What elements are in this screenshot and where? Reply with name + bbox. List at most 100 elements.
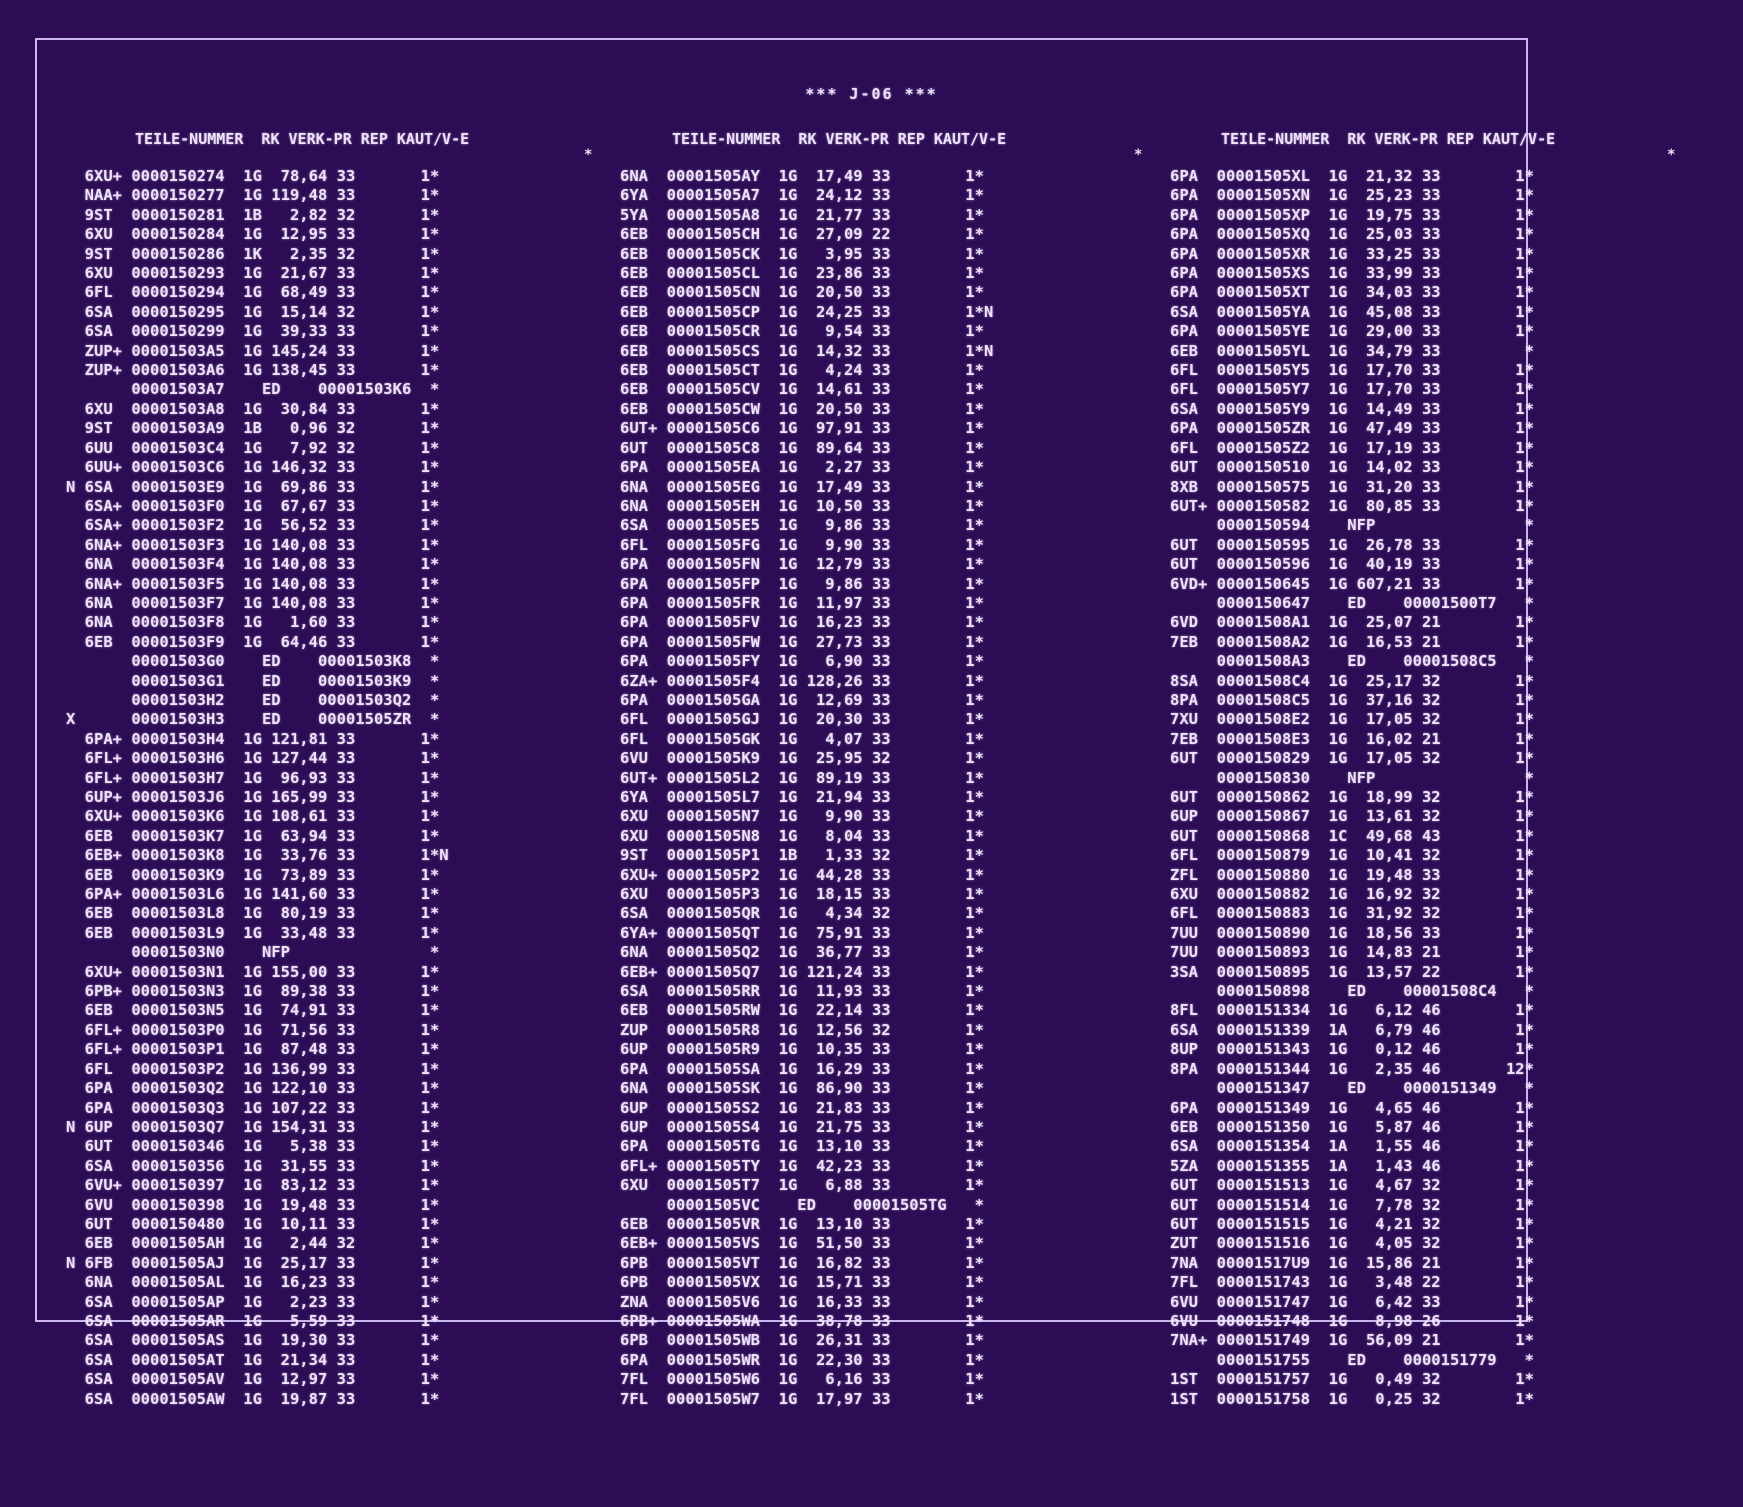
parts-row: 6XU+ 00001503N1 1G 155,00 33 1* <box>66 962 440 981</box>
parts-row: 6XU 0000150882 1G 16,92 32 1* <box>1170 885 1534 904</box>
parts-row: 5YA 00001505A8 1G 21,77 33 1* <box>620 205 984 224</box>
parts-row: 6EB 00001505VR 1G 13,10 33 1* <box>620 1214 984 1233</box>
parts-row: 8PA 00001508C5 1G 37,16 32 1* <box>1170 690 1534 709</box>
parts-row: 6UP 00001505R9 1G 10,35 33 1* <box>620 1040 984 1059</box>
parts-row: 6PB+ 00001503N3 1G 89,38 33 1* <box>66 982 440 1001</box>
parts-row: 6PA 00001503Q3 1G 107,22 33 1* <box>66 1098 440 1117</box>
parts-row: 00001503H2 ED 00001503Q2 * <box>66 690 440 709</box>
parts-row: 6NA 00001505EH 1G 10,50 33 1* <box>620 496 984 515</box>
parts-row: 6PA 00001505FY 1G 6,90 33 1* <box>620 652 984 671</box>
parts-row: 6EB 00001505CL 1G 23,86 33 1* <box>620 264 984 283</box>
parts-row: 6SA 00001505RR 1G 11,93 33 1* <box>620 982 984 1001</box>
parts-row: ZUP+ 00001503A6 1G 138,45 33 1* <box>66 361 440 380</box>
parts-row: 6FL 0000150883 1G 31,92 32 1* <box>1170 904 1534 923</box>
parts-row: 6SA 0000150295 1G 15,14 32 1* <box>66 302 440 321</box>
parts-row: ZUP+ 00001503A5 1G 145,24 33 1* <box>66 341 440 360</box>
parts-row: X 00001503H3 ED 00001505ZR * <box>66 710 440 729</box>
column-header-3: TEILE-NUMMER RK VERK-PR REP KAUT/V-E <box>1221 130 1556 148</box>
parts-row: 6NA 00001503F8 1G 1,60 33 1* <box>66 613 440 632</box>
parts-row: 6UT 0000150868 1C 49,68 43 1* <box>1170 826 1534 845</box>
parts-row: 6PB 00001505VX 1G 15,71 33 1* <box>620 1273 984 1292</box>
parts-row: 6YA 00001505L7 1G 21,94 33 1* <box>620 788 984 806</box>
parts-row: 6FL+ 00001503P1 1G 87,48 33 1* <box>66 1040 440 1059</box>
parts-row: 6UT 0000151515 1G 4,21 32 1* <box>1170 1214 1534 1233</box>
parts-row: 6FL+ 00001503H7 1G 96,93 33 1* <box>66 768 440 787</box>
parts-row: 6PA 00001505XT 1G 34,03 33 1* <box>1170 283 1534 302</box>
parts-row: 6FL+ 00001505TY 1G 42,23 33 1* <box>620 1156 984 1175</box>
parts-row: 9ST 0000150281 1B 2,82 32 1* <box>66 205 440 224</box>
parts-row: 6SA 00001505AR 1G 5,59 33 1* <box>66 1311 440 1330</box>
parts-row: 6PA 00001505XN 1G 25,23 33 1* <box>1170 186 1534 205</box>
parts-row: 6UT 00001505C8 1G 89,64 33 1* <box>620 438 984 457</box>
parts-row: 5ZA 0000151355 1A 1,43 46 1* <box>1170 1156 1534 1175</box>
parts-row: 6XU+ 00001503K6 1G 108,61 33 1* <box>66 807 440 826</box>
parts-row: 6SA 00001505AP 1G 2,23 33 1* <box>66 1292 440 1311</box>
parts-row: 6SA 00001505AS 1G 19,30 33 1* <box>66 1331 440 1350</box>
parts-row: 6XU 0000150293 1G 21,67 33 1* <box>66 264 440 283</box>
parts-row: 6PA 00001505GA 1G 12,69 33 1* <box>620 690 984 709</box>
parts-row: 6UP 00001505S2 1G 21,83 33 1* <box>620 1098 984 1117</box>
parts-row: 6UT+ 00001505L2 1G 89,19 33 1* <box>620 768 984 787</box>
parts-row: 6EB 00001503F9 1G 64,46 33 1* <box>66 632 440 651</box>
parts-row: 6EB+ 00001505Q7 1G 121,24 33 1* <box>620 962 984 981</box>
parts-row: 6VU 0000151748 1G 8,98 26 1* <box>1170 1311 1534 1330</box>
parts-row: 6PA 0000151349 1G 4,65 46 1* <box>1170 1098 1534 1117</box>
parts-row: 6EB 00001505CW 1G 20,50 33 1* <box>620 399 984 418</box>
parts-row: 6VD 00001508A1 1G 25,07 21 1* <box>1170 613 1534 632</box>
parts-row: 6UP 00001505S4 1G 21,75 33 1* <box>620 1117 984 1136</box>
parts-row: 6NA 00001503F7 1G 140,08 33 1* <box>66 593 440 612</box>
column-header-2: TEILE-NUMMER RK VERK-PR REP KAUT/V-E <box>672 130 1007 148</box>
parts-row: 7EB 00001508A2 1G 16,53 21 1* <box>1170 632 1534 651</box>
parts-row: 6FL+ 00001503H6 1G 127,44 33 1* <box>66 749 440 768</box>
parts-row: 6PA 00001505XQ 1G 25,03 33 1* <box>1170 225 1534 244</box>
parts-row: 6NA 00001505SK 1G 86,90 33 1* <box>620 1079 984 1098</box>
parts-row: 0000151755 ED 0000151779 * <box>1170 1350 1534 1369</box>
column-header-1: TEILE-NUMMER RK VERK-PR REP KAUT/V-E <box>135 130 470 148</box>
parts-row: 6EB 00001505AH 1G 2,44 32 1* <box>66 1234 440 1253</box>
parts-row: 8FL 0000151334 1G 6,12 46 1* <box>1170 1001 1534 1020</box>
parts-row: 00001503G1 ED 00001503K9 * <box>66 671 440 690</box>
parts-row: 6EB 00001505CK 1G 3,95 33 1* <box>620 244 984 263</box>
parts-row: 6NA+ 00001503F5 1G 140,08 33 1* <box>66 574 440 593</box>
parts-row: 6UT+ 00001505C6 1G 97,91 33 1* <box>620 419 984 438</box>
parts-row: 6PA 00001505XS 1G 33,99 33 1* <box>1170 264 1534 283</box>
parts-row: 00001503A7 ED 00001503K6 * <box>66 380 440 399</box>
parts-row: 6FL 00001505Y7 1G 17,70 33 1* <box>1170 380 1534 399</box>
parts-row: 6PB 00001505WB 1G 26,31 33 1* <box>620 1331 984 1350</box>
parts-row: 6PA 00001505FN 1G 12,79 33 1* <box>620 555 984 574</box>
parts-row: ZNA 00001505V6 1G 16,33 33 1* <box>620 1292 984 1311</box>
parts-row: NAA+ 0000150277 1G 119,48 33 1* <box>66 186 440 205</box>
parts-row: 6UT+ 0000150582 1G 80,85 33 1* <box>1170 496 1534 515</box>
parts-row: 0000151347 ED 0000151349 * <box>1170 1079 1534 1098</box>
parts-row: 7FL 00001505W7 1G 17,97 33 1* <box>620 1389 984 1408</box>
parts-row: 6EB 00001505CS 1G 14,32 33 1*N <box>620 341 994 360</box>
parts-row: 6PA 00001505XL 1G 21,32 33 1* <box>1170 167 1534 185</box>
parts-row: 6SA 00001505AT 1G 21,34 33 1* <box>66 1350 440 1369</box>
parts-row: 7EB 00001508E3 1G 16,02 21 1* <box>1170 729 1534 748</box>
parts-row: 9ST 00001505P1 1B 1,33 32 1* <box>620 846 984 865</box>
parts-row: 6FL 00001505Z2 1G 17,19 33 1* <box>1170 438 1534 457</box>
parts-row: 6FL 00001505Y5 1G 17,70 33 1* <box>1170 361 1534 380</box>
parts-row: 7UU 0000150893 1G 14,83 21 1* <box>1170 943 1534 962</box>
parts-row: 6PA 00001505XP 1G 19,75 33 1* <box>1170 205 1534 224</box>
parts-row: 00001508A3 ED 00001508C5 * <box>1170 652 1534 671</box>
parts-row: 6FL 00001505FG 1G 9,90 33 1* <box>620 535 984 554</box>
parts-row: 6XU+ 00001505P2 1G 44,28 33 1* <box>620 865 984 884</box>
header-marker-3: * <box>1667 147 1676 163</box>
parts-row: 7FL 0000151743 1G 3,48 22 1* <box>1170 1273 1534 1292</box>
parts-row: 6EB 00001503K9 1G 73,89 33 1* <box>66 865 440 884</box>
parts-row: 6PA 00001505FV 1G 16,23 33 1* <box>620 613 984 632</box>
parts-row: 6VD+ 0000150645 1G 607,21 33 1* <box>1170 574 1534 593</box>
parts-row: 6PB 00001505VT 1G 16,82 33 1* <box>620 1253 984 1272</box>
parts-row: 6EB+ 00001505VS 1G 51,50 33 1* <box>620 1234 984 1253</box>
parts-row: 6SA 00001505YA 1G 45,08 33 1* <box>1170 302 1534 321</box>
parts-row: 0000150830 NFP * <box>1170 768 1534 787</box>
parts-row: 6PA+ 00001503H4 1G 121,81 33 1* <box>66 729 440 748</box>
parts-row: 6EB 00001505CT 1G 4,24 33 1* <box>620 361 984 380</box>
parts-row: N 6FB 00001505AJ 1G 25,17 33 1* <box>66 1253 440 1272</box>
parts-row: 8PA 0000151344 1G 2,35 46 12* <box>1170 1059 1534 1078</box>
parts-row: 6EB 0000151350 1G 5,87 46 1* <box>1170 1117 1534 1136</box>
parts-row: 6PA 00001505FP 1G 9,86 33 1* <box>620 574 984 593</box>
parts-row: 8XB 0000150575 1G 31,20 33 1* <box>1170 477 1534 496</box>
parts-row: 6YA+ 00001505QT 1G 75,91 33 1* <box>620 923 984 942</box>
